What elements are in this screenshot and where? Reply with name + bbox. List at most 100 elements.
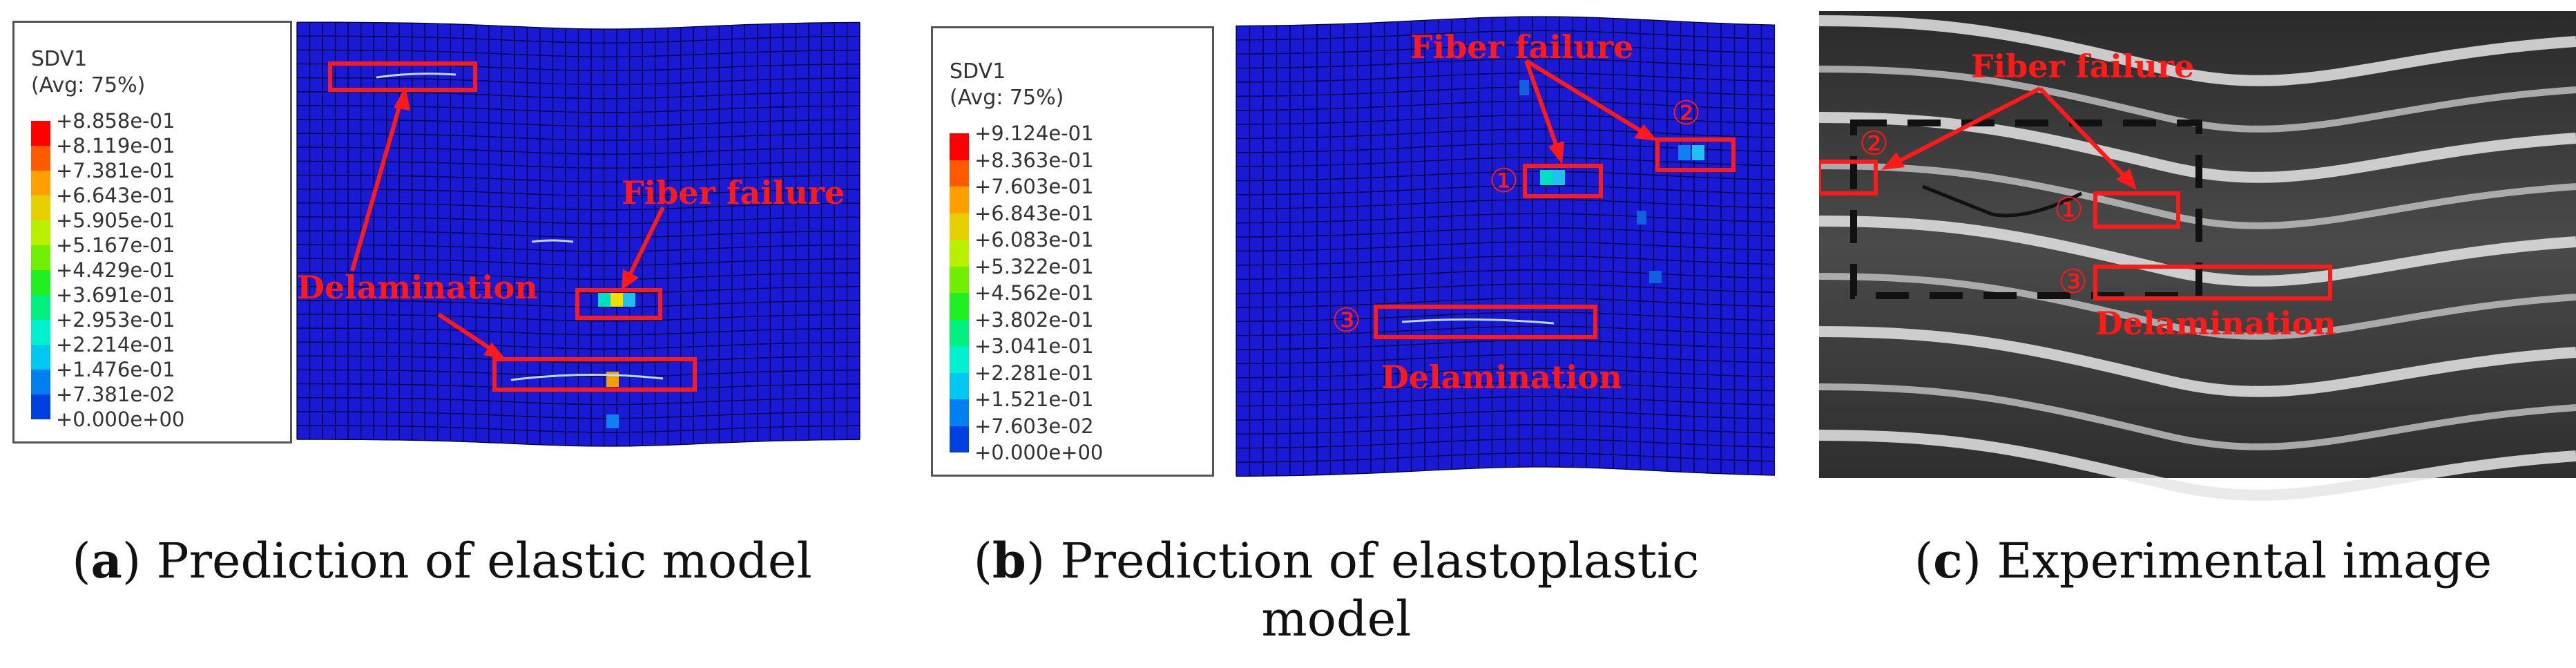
damage-element (1692, 145, 1704, 160)
caption-c-letter: c (1933, 532, 1963, 589)
ply-band (1819, 430, 2576, 501)
damage-element (598, 293, 611, 307)
arrow-head (622, 269, 639, 290)
ply-band (1819, 326, 2576, 397)
legend-b-title: SDV1 (950, 59, 1006, 84)
marker-2-b: ② (1671, 94, 1701, 133)
legend-swatch (950, 346, 969, 373)
dashed-region (1850, 120, 2202, 299)
delamination-crack (531, 239, 574, 243)
legend-swatch (950, 319, 969, 346)
legend-swatch (950, 240, 969, 267)
panel-c: Fiber failure Delamination ② ① ③ (1819, 0, 2576, 511)
arrow (1524, 59, 1559, 150)
legend-swatch (31, 245, 50, 270)
legend-value: +6.643e-01 (56, 184, 175, 207)
arrow-head (1548, 141, 1564, 164)
arrow (1525, 59, 1645, 135)
legend-value: +8.363e-01 (974, 148, 1094, 172)
legend-swatch (31, 171, 50, 195)
legend-value: +5.322e-01 (974, 254, 1094, 278)
micrograph-background (1819, 11, 2576, 478)
caption-b-letter: b (992, 532, 1026, 589)
mesh-b: Fiber failure Delamination ① ② ③ (1236, 16, 1775, 477)
damage-element (1519, 80, 1529, 95)
legend-value: +8.858e-01 (56, 109, 175, 133)
legend-value: +2.953e-01 (56, 308, 175, 332)
arrow (350, 102, 403, 271)
delamination-box (1374, 305, 1597, 339)
legend-swatch (31, 270, 50, 295)
legend-swatch (950, 187, 969, 213)
legend-value: +0.000e+00 (56, 408, 185, 431)
label-delamination-a: Delamination (297, 269, 538, 306)
damage-element (1678, 145, 1691, 160)
legend-swatch (950, 133, 969, 160)
legend-value: +2.214e-01 (56, 333, 175, 356)
legend-swatch (950, 399, 969, 426)
label-delamination-b: Delamination (1381, 359, 1622, 396)
caption-a-letter: a (90, 532, 122, 589)
legend-value: +1.476e-01 (56, 358, 175, 381)
arrow (1894, 86, 2041, 165)
experimental-image: Fiber failure Delamination ② ① ③ (1819, 11, 2576, 501)
label-fiber-failure-c: Fiber failure (1971, 48, 2194, 85)
fiber-failure-box (575, 288, 662, 320)
fiber-failure-box-2 (1655, 137, 1736, 172)
marker-box-1-c (2093, 191, 2180, 229)
ply-band (1819, 66, 2576, 133)
legend-swatch (31, 345, 50, 370)
marker-box-2-c (1819, 160, 1878, 195)
ply-band (1819, 273, 2576, 340)
legend-value: +6.843e-01 (974, 201, 1094, 225)
legend-swatch (31, 121, 50, 146)
legend-value: +0.000e+00 (974, 441, 1104, 464)
arrow-head (1881, 152, 1905, 170)
delamination-box-bottom (492, 357, 697, 392)
marker-3-b: ③ (1332, 301, 1361, 340)
marker-box-3-c (2093, 265, 2332, 300)
legend-value: +8.119e-01 (56, 134, 175, 158)
legend-b: SDV1 (Avg: 75%) +9.124e-01 +8.363e-01 +7.6… (931, 26, 1214, 477)
legend-swatch (31, 320, 50, 345)
legend-value: +5.167e-01 (56, 233, 175, 257)
damage-element (623, 293, 635, 307)
legend-value: +6.083e-01 (974, 228, 1094, 251)
caption-a: (a) Prediction of elastic model (72, 532, 812, 589)
delamination-crack (510, 373, 664, 381)
legend-value: +3.041e-01 (974, 334, 1094, 358)
legend-value: +2.281e-01 (974, 361, 1094, 385)
legend-value: +1.521e-01 (974, 388, 1094, 411)
marker-2-c: ② (1859, 124, 1889, 163)
legend-b-subtitle: (Avg: 75%) (950, 86, 1064, 110)
legend-swatch (950, 213, 969, 240)
panel-a: SDV1 (Avg: 75%) +8.858e-01 +8.119e-01 +7.3… (0, 0, 870, 511)
damage-element (1553, 170, 1565, 185)
legend-swatch (950, 293, 969, 320)
legend-swatch (950, 266, 969, 293)
legend-value: +3.691e-01 (56, 283, 175, 307)
legend-a: SDV1 (Avg: 75%) +8.858e-01 +8.119e-01 +7.3… (12, 21, 292, 443)
ply-band (1819, 162, 2576, 229)
arrow (2038, 86, 2128, 180)
delamination-box-top (328, 61, 477, 92)
legend-a-title: SDV1 (31, 47, 88, 71)
caption-c-text: Experimental image (1997, 533, 2492, 589)
legend-swatch (31, 370, 50, 394)
delamination-crack (376, 73, 456, 79)
marker-1-b: ① (1489, 162, 1519, 200)
damage-element (611, 293, 623, 307)
ply-band (1819, 15, 2576, 86)
arrow-head (1634, 124, 1657, 141)
caption-a-text: Prediction of elastic model (156, 533, 812, 589)
arrow (626, 206, 665, 279)
label-fiber-failure-a: Fiber failure (622, 174, 845, 211)
arrow-head (2116, 169, 2137, 190)
panel-b: SDV1 (Avg: 75%) +9.124e-01 +8.363e-01 +7.6… (919, 0, 1775, 511)
damage-element (1540, 170, 1553, 185)
arrow-head (394, 86, 410, 111)
delamination-crack (1401, 318, 1555, 325)
caption-b-text: Prediction of elastoplastic model (1060, 533, 1700, 647)
legend-swatch (950, 160, 969, 187)
legend-swatch (31, 295, 50, 320)
